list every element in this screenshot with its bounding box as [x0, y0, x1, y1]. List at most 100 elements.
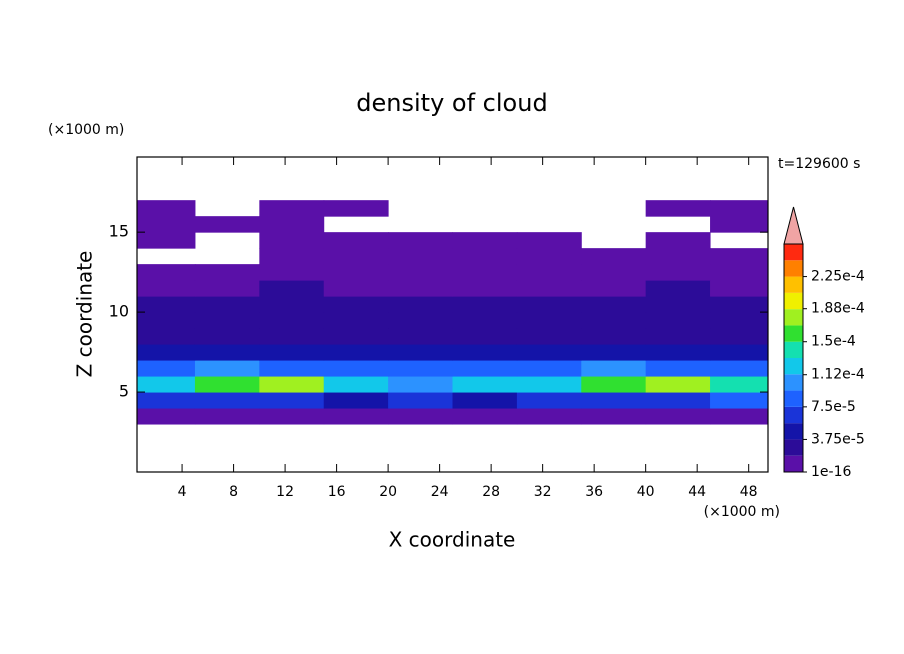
contour-cell	[645, 392, 711, 409]
contour-cell	[194, 280, 260, 297]
contour-cell	[645, 264, 711, 281]
contour-cell	[452, 392, 518, 409]
contour-cell	[452, 232, 518, 249]
contour-cell	[388, 376, 453, 393]
contour-cell	[710, 408, 768, 425]
contour-cell	[323, 360, 389, 377]
contour-cell	[388, 344, 453, 361]
contour-cell	[710, 312, 768, 329]
contour-cell	[516, 280, 582, 297]
contour-cell	[137, 344, 196, 361]
colorbar-band	[784, 325, 803, 342]
contour-cell	[516, 296, 582, 313]
contour-cell	[259, 264, 325, 281]
colorbar-band	[784, 455, 803, 472]
contour-cell	[581, 312, 647, 329]
chart-title: density of cloud	[356, 89, 547, 117]
contour-cell	[137, 216, 196, 233]
contour-cell	[516, 232, 582, 249]
contour-cell	[710, 344, 768, 361]
contour-cell	[452, 312, 518, 329]
contour-cell	[388, 264, 453, 281]
contour-cell	[259, 232, 325, 249]
contour-cell	[194, 216, 260, 233]
contour-cell	[710, 392, 768, 409]
contour-cell	[137, 200, 196, 217]
x-tick-label: 24	[431, 484, 449, 500]
contour-cell	[259, 216, 325, 233]
contour-cell	[323, 296, 389, 313]
contour-cell	[516, 344, 582, 361]
colorbar-extend	[783, 206, 804, 245]
contour-cell	[645, 344, 711, 361]
contour-cell	[194, 360, 260, 377]
contour-cell	[452, 376, 518, 393]
contour-field	[137, 200, 768, 425]
x-tick-label: 28	[482, 484, 500, 500]
contour-cell	[516, 328, 582, 345]
colorbar-tick-label: 1e-16	[811, 464, 851, 480]
colorbar-band	[784, 390, 803, 407]
contour-cell	[194, 392, 260, 409]
colorbar-band	[784, 341, 803, 358]
contour-cell	[645, 200, 711, 217]
contour-cell	[710, 264, 768, 281]
contour-cell	[645, 328, 711, 345]
colorbar-band	[784, 406, 803, 424]
contour-cell	[516, 360, 582, 377]
contour-cell	[323, 328, 389, 345]
contour-cell	[259, 200, 325, 217]
contour-cell	[137, 408, 196, 425]
contour-cell	[388, 360, 453, 377]
contour-cell	[645, 312, 711, 329]
contour-cell	[645, 360, 711, 377]
contour-cell	[516, 312, 582, 329]
contour-cell	[259, 312, 325, 329]
contour-cell	[259, 280, 325, 297]
contour-cell	[194, 328, 260, 345]
colorbar-tick-label: 1.5e-4	[811, 334, 856, 350]
contour-cell	[194, 296, 260, 313]
contour-cell	[194, 408, 260, 425]
contour-cell	[645, 280, 711, 297]
x-tick-label: 8	[229, 484, 238, 500]
contour-cell	[516, 264, 582, 281]
contour-cell	[710, 216, 768, 233]
contour-cell	[388, 232, 453, 249]
contour-cell	[710, 280, 768, 297]
contour-cell	[645, 232, 711, 249]
contour-cell	[581, 328, 647, 345]
colorbar-band	[784, 358, 803, 375]
y-tick-label: 15	[109, 222, 129, 241]
contour-cell	[452, 408, 518, 425]
contour-cell	[194, 312, 260, 329]
colorbar-frame	[783, 243, 804, 473]
contour-cell	[710, 296, 768, 313]
x-tick-label: 12	[276, 484, 294, 500]
colorbar-tick-label: 7.5e-5	[811, 399, 856, 415]
contour-cell	[323, 312, 389, 329]
contour-cell	[323, 408, 389, 425]
contour-cell	[323, 248, 389, 265]
contour-cell	[137, 280, 196, 297]
contour-cell	[645, 248, 711, 265]
colorbar-band	[784, 276, 803, 293]
contour-cell	[710, 360, 768, 377]
y-unit: (×1000 m)	[48, 122, 124, 138]
contour-cell	[388, 328, 453, 345]
contour-cell	[516, 392, 582, 409]
x-axis-label: X coordinate	[389, 528, 516, 552]
colorbar-tick-label: 1.12e-4	[811, 367, 865, 383]
contour-cell	[388, 408, 453, 425]
contour-cell	[323, 264, 389, 281]
contour-cell	[452, 360, 518, 377]
contour-cell	[452, 296, 518, 313]
contour-cell	[388, 280, 453, 297]
contour-cell	[388, 312, 453, 329]
contour-cell	[388, 296, 453, 313]
contour-cell	[710, 248, 768, 265]
contour-cell	[581, 280, 647, 297]
contour-cell	[516, 376, 582, 393]
contour-cell	[194, 264, 260, 281]
colorbar-band	[784, 292, 803, 310]
